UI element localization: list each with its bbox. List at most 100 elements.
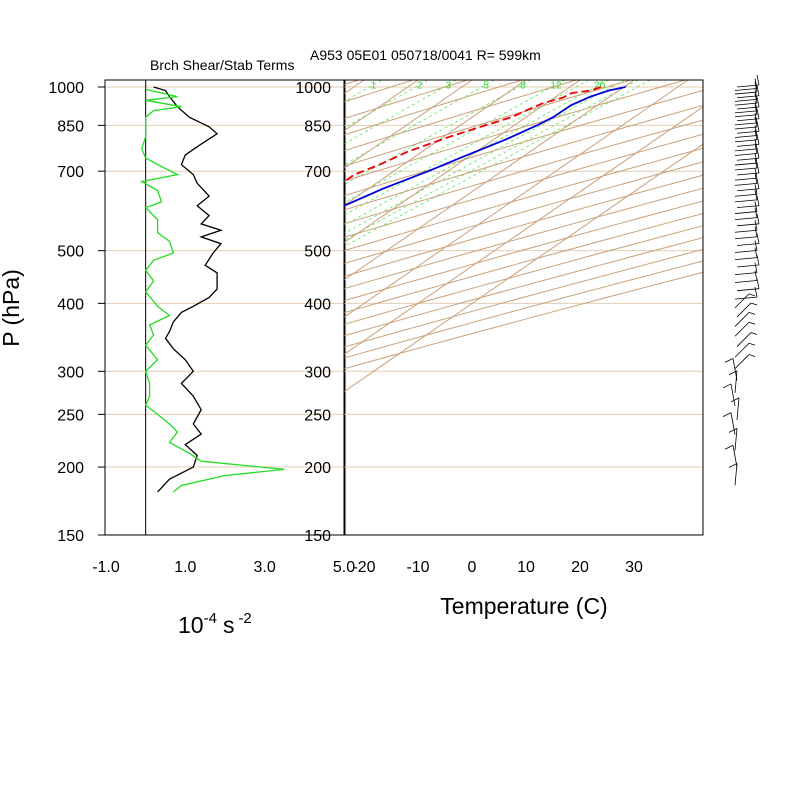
skewt-mixing-ratio-label: 12 [550, 81, 562, 92]
wind-barb-shaft [734, 183, 758, 186]
wind-barb-flag [756, 74, 760, 86]
left-x-tick-label: 3.0 [254, 559, 276, 576]
skewt-isotherm-line [344, 80, 689, 318]
left-y-tick-label: 300 [57, 364, 84, 381]
wind-barb-flag [750, 332, 758, 335]
wind-barb-flag [750, 302, 758, 306]
wind-barb-shaft [734, 463, 738, 486]
wind-barb-flag [722, 383, 732, 389]
wind-barb-shaft [734, 342, 750, 358]
wind-barb-shaft [734, 167, 758, 171]
skewt-x-tick-label: 10 [517, 559, 535, 576]
wind-barb-shaft [736, 332, 752, 347]
wind-barb-shaft [734, 193, 758, 197]
wind-barb-flag [748, 321, 756, 325]
wind-barb-flag [756, 178, 760, 189]
skewt-dry-adiabat-line [344, 200, 703, 302]
skewt-dry-adiabat-line [344, 147, 703, 252]
wind-barb-flag [724, 357, 734, 363]
wind-barb-shaft [734, 199, 758, 203]
wind-barb-shaft [734, 293, 750, 309]
skewt-y-tick-label: 400 [304, 296, 331, 313]
wind-barb-flag [754, 220, 758, 231]
left-x-tick-label: 5.0 [333, 559, 355, 576]
wind-barb-shaft [734, 177, 758, 181]
wind-barb-flag [756, 121, 760, 132]
skewt-y-tick-labels: 150 200 250 300 400 500 700 850 1000 [295, 80, 331, 545]
left-profile-series [139, 86, 285, 493]
wind-barb-flag [754, 184, 758, 195]
skewt-y-tick-label: 850 [304, 118, 331, 135]
wind-barb-shaft [730, 412, 736, 435]
skewt-dry-adiabat-line [344, 80, 631, 167]
x-label-unit: s [223, 612, 235, 638]
wind-barb-flag [728, 463, 738, 468]
skewt-y-tick-label: 500 [304, 244, 331, 261]
wind-barb-shaft [736, 188, 760, 192]
wind-barb-shaft [734, 148, 758, 152]
wind-barb-flag [748, 312, 756, 315]
left-x-tick-label: 1.0 [174, 559, 196, 576]
wind-barb-shaft [734, 229, 758, 233]
skewt-y-tick-label: 150 [304, 528, 331, 545]
wind-barb-shaft [734, 296, 758, 300]
skewt-x-tick-label: 30 [625, 559, 643, 576]
wind-barb-flag [754, 125, 758, 136]
skewt-x-tick-labels: -20 -10 0 10 20 30 [352, 559, 643, 576]
skewt-mixing-ratio-label: 2 [417, 81, 423, 92]
skewt-y-tick-label: 300 [304, 364, 331, 381]
left-isobar-grid [105, 86, 345, 468]
left-x-tick-label: -1.0 [92, 559, 120, 576]
temperature-profile-line [344, 86, 626, 207]
wind-barb-shaft [734, 153, 758, 156]
wind-barb-flag [756, 96, 760, 108]
wind-barb-flag [730, 397, 740, 403]
wind-barb-flag [754, 173, 758, 184]
wind-barb-shaft [734, 114, 758, 118]
stability-term-line [139, 88, 285, 493]
wind-barb-flag [754, 129, 758, 140]
right-panel-title: A953 05E01 050718/0041 R= 599km [310, 47, 541, 63]
skewt-plot-frame [343, 79, 704, 536]
wind-barb-flag [754, 78, 758, 89]
wind-barb-shaft [734, 250, 758, 253]
skewt-dry-adiabat-line [344, 133, 703, 238]
wind-barb-shaft [734, 135, 758, 138]
skewt-panel: 20100-10-20 123581220121620242832 150200… [295, 79, 704, 619]
left-y-tick-label: 500 [57, 244, 84, 261]
wind-barb-flag [728, 428, 738, 433]
skewt-mixing-ratio-line [344, 80, 532, 186]
wind-barb-flag [756, 254, 760, 266]
skewt-isotherm-line [344, 143, 703, 393]
wind-barb-flag [754, 100, 758, 111]
skewt-dry-adiabat-line [344, 104, 703, 211]
wind-barb-flag [754, 152, 758, 164]
wind-barb-shaft [734, 91, 758, 95]
wind-barb-flag [756, 148, 760, 159]
wind-barb-shaft [730, 383, 736, 407]
left-x-axis-label: 10-4 s -2 [178, 610, 252, 638]
wind-barb-shaft [734, 257, 758, 261]
skewt-mixing-ratio-labels: 123581220121620242832 [371, 81, 606, 92]
skewt-mixing-ratio-label: 1 [371, 81, 377, 92]
left-y-tick-labels: 150 200 250 300 400 500 700 850 1000 [48, 80, 105, 545]
wind-barb-flag [724, 444, 734, 450]
wind-barb-flag [722, 412, 732, 417]
skewt-dry-adiabat-line [344, 80, 468, 120]
wind-barb-shaft [734, 280, 758, 283]
wind-barb-flag [754, 157, 758, 169]
wind-barb-flag [754, 247, 758, 258]
x-label-exponent: -4 [204, 610, 217, 627]
left-x-tick-labels: -1.0 1.0 3.0 5.0 [92, 559, 355, 576]
skewt-isotherm-line [344, 80, 473, 169]
left-y-tick-label: 850 [57, 118, 84, 135]
skewt-isotherm-line [344, 80, 527, 207]
left-y-tick-label: 150 [57, 528, 84, 545]
wind-barb-flag [754, 207, 758, 218]
skewt-dry-adiabat-line [344, 80, 522, 136]
skewt-y-tick-label: 700 [304, 164, 331, 181]
wind-barb-shaft [734, 272, 758, 276]
wind-barb-flag [728, 370, 738, 376]
